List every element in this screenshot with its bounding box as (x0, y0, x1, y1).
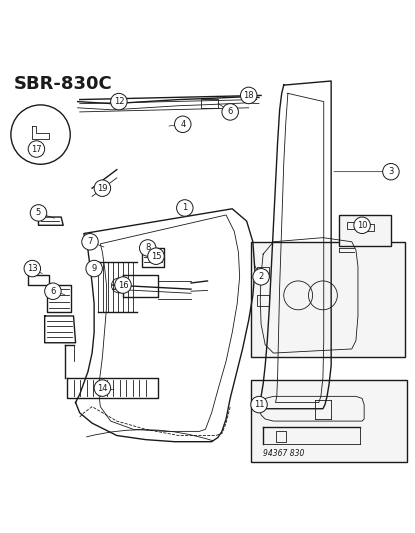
Text: 7: 7 (87, 237, 93, 246)
Circle shape (177, 200, 193, 216)
Text: 8: 8 (145, 244, 150, 253)
Circle shape (94, 180, 111, 197)
Circle shape (139, 240, 156, 256)
Bar (276, 431, 286, 442)
FancyBboxPatch shape (251, 380, 408, 462)
Circle shape (253, 269, 269, 285)
Text: 10: 10 (357, 221, 367, 230)
Bar (357, 222, 366, 229)
Circle shape (111, 93, 127, 110)
Circle shape (45, 283, 61, 300)
Text: 15: 15 (151, 252, 161, 261)
Bar (347, 222, 356, 229)
Bar (257, 266, 269, 277)
Circle shape (28, 141, 45, 157)
Bar (257, 295, 269, 305)
Text: 12: 12 (114, 97, 124, 106)
Text: 19: 19 (97, 184, 107, 192)
Text: 94367 830: 94367 830 (263, 449, 305, 458)
FancyBboxPatch shape (339, 215, 391, 246)
Text: 18: 18 (244, 91, 254, 100)
Circle shape (383, 164, 399, 180)
Text: 11: 11 (254, 400, 264, 409)
Circle shape (240, 87, 257, 104)
Text: 16: 16 (118, 280, 128, 289)
Text: 9: 9 (92, 264, 97, 273)
Circle shape (11, 105, 70, 164)
Text: 6: 6 (50, 287, 56, 296)
Text: 17: 17 (31, 144, 42, 154)
Circle shape (24, 260, 41, 277)
Text: 13: 13 (27, 264, 38, 273)
Circle shape (86, 260, 103, 277)
FancyBboxPatch shape (251, 242, 405, 357)
Circle shape (82, 233, 98, 250)
Circle shape (354, 217, 370, 233)
Circle shape (222, 104, 238, 120)
Text: 2: 2 (259, 272, 264, 281)
Bar (201, 99, 218, 108)
Circle shape (30, 205, 47, 221)
Text: 14: 14 (97, 384, 107, 393)
Text: SBR-830C: SBR-830C (14, 75, 112, 93)
Text: 3: 3 (388, 167, 393, 176)
Circle shape (94, 380, 111, 397)
Circle shape (175, 116, 191, 133)
Text: 6: 6 (227, 108, 233, 116)
Text: 5: 5 (36, 208, 41, 217)
Text: 4: 4 (180, 120, 186, 129)
Bar (365, 224, 374, 231)
Circle shape (115, 277, 131, 293)
Text: 1: 1 (182, 204, 188, 213)
Circle shape (251, 397, 267, 413)
Circle shape (148, 248, 164, 264)
